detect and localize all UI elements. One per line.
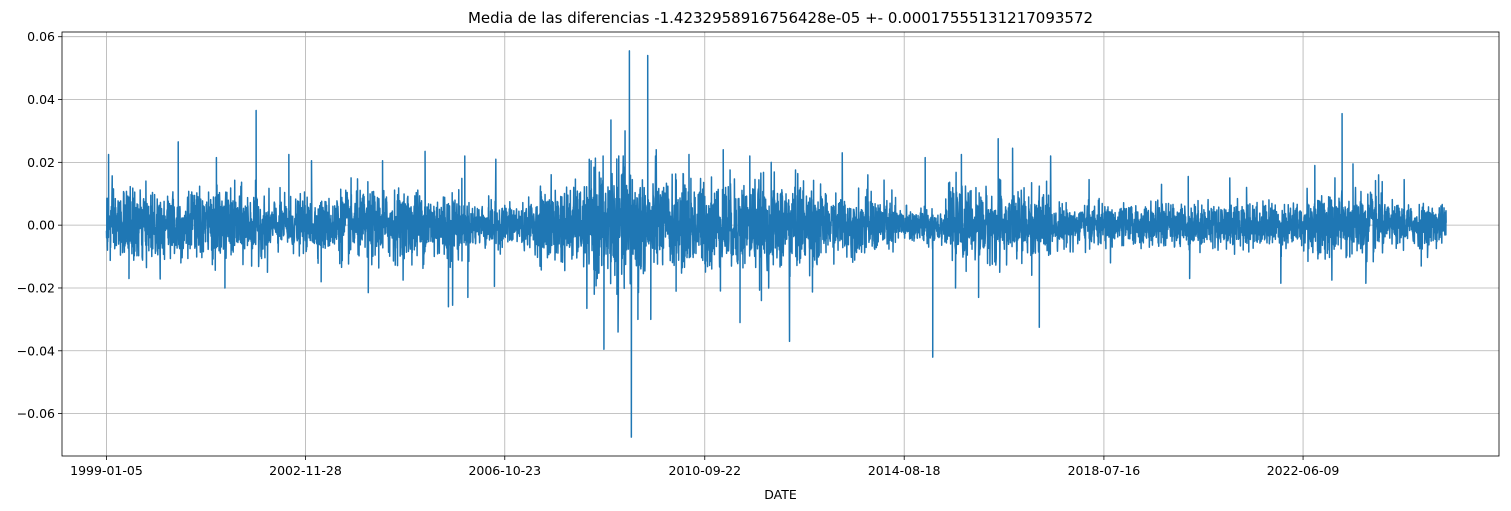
x-tick-label: 1999-01-05 (70, 463, 143, 478)
y-tick-label: 0.02 (27, 155, 55, 170)
y-tick-label: 0.06 (27, 29, 55, 44)
chart-title: Media de las diferencias -1.423295891675… (468, 9, 1093, 27)
x-tick-label: 2010-09-22 (668, 463, 741, 478)
y-tick-label: 0.04 (27, 92, 55, 107)
x-tick-label: 2022-06-09 (1267, 463, 1340, 478)
x-axis: 1999-01-05 2002-11-28 2006-10-23 2010-09-22… (70, 456, 1339, 478)
x-tick-label: 2014-08-18 (868, 463, 941, 478)
y-axis: 0.06 0.04 0.02 0.00 −0.02 −0.04 −0.06 (17, 29, 62, 421)
y-tick-label: −0.02 (17, 280, 55, 295)
series-line (105, 50, 1447, 438)
x-tick-label: 2006-10-23 (468, 463, 541, 478)
x-tick-label: 2018-07-16 (1068, 463, 1141, 478)
series-line-group (105, 50, 1447, 438)
x-axis-label: DATE (764, 487, 797, 502)
y-tick-label: −0.04 (17, 343, 55, 358)
plot-frame (61, 31, 1500, 457)
x-tick-label: 2002-11-28 (269, 463, 342, 478)
y-tick-label: −0.06 (17, 406, 55, 421)
y-tick-label: 0.00 (27, 218, 55, 233)
